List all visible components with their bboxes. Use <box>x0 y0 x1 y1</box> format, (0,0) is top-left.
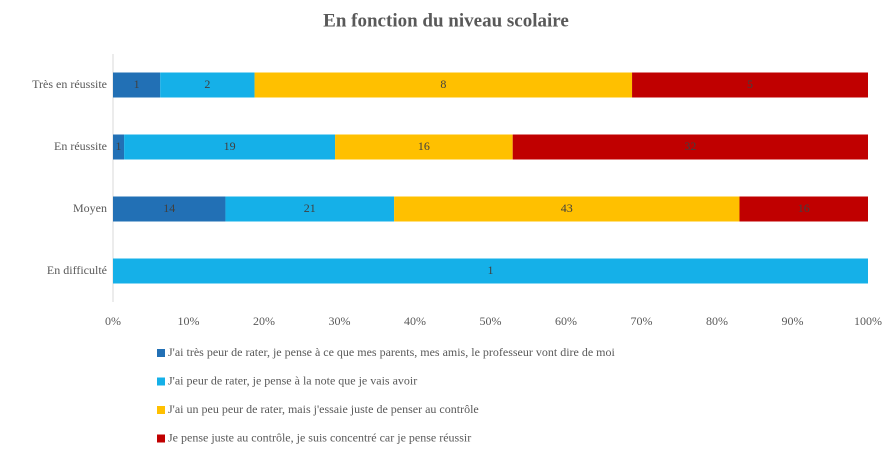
x-tick-label: 60% <box>555 314 577 328</box>
x-tick-label: 10% <box>178 314 200 328</box>
data-label: 1 <box>134 77 140 91</box>
data-label: 8 <box>440 77 446 91</box>
bar-segment <box>113 134 125 160</box>
bar-segment <box>124 134 336 160</box>
bar-segment <box>254 72 633 98</box>
legend-label: Je pense juste au contrôle, je suis conc… <box>168 430 471 444</box>
bar-segment <box>632 72 868 98</box>
x-tick-label: 100% <box>854 314 882 328</box>
x-tick-label: 30% <box>329 314 351 328</box>
x-tick-label: 80% <box>706 314 728 328</box>
y-tick-label: Moyen <box>73 201 107 215</box>
data-label: 43 <box>561 201 573 215</box>
bar-segment <box>225 196 395 222</box>
legend-swatch <box>157 349 165 357</box>
bar-segment <box>512 134 868 160</box>
chart-title: En fonction du niveau scolaire <box>323 10 569 31</box>
x-tick-label: 70% <box>631 314 653 328</box>
data-label: 16 <box>798 201 810 215</box>
bar-segment <box>160 72 255 98</box>
data-label: 14 <box>163 201 175 215</box>
bar-segment <box>113 258 868 284</box>
data-label: 16 <box>418 139 430 153</box>
x-tick-label: 20% <box>253 314 275 328</box>
y-tick-label: Très en réussite <box>32 77 107 91</box>
legend-swatch <box>157 434 165 443</box>
legend-label: J'ai peur de rater, je pense à la note q… <box>168 373 417 387</box>
data-label: 5 <box>747 77 753 91</box>
data-label: 21 <box>304 201 316 215</box>
legend-swatch <box>157 406 165 414</box>
data-label: 32 <box>684 139 696 153</box>
x-tick-label: 50% <box>480 314 502 328</box>
legend-label: J'ai un peu peur de rater, mais j'essaie… <box>168 402 479 416</box>
x-tick-label: 40% <box>404 314 426 328</box>
bar-segment <box>394 196 740 222</box>
data-label: 2 <box>204 77 210 91</box>
data-label: 19 <box>224 139 236 153</box>
legend-swatch <box>157 377 165 386</box>
bar-segment <box>335 134 513 160</box>
bar-segment <box>113 196 226 222</box>
legend-label: J'ai très peur de rater, je pense à ce q… <box>168 345 616 359</box>
data-label: 1 <box>116 139 122 153</box>
bar-segment <box>113 72 161 98</box>
x-tick-label: 0% <box>105 314 121 328</box>
x-tick-label: 90% <box>782 314 804 328</box>
y-tick-label: En difficulté <box>47 263 107 277</box>
y-tick-label: En réussite <box>54 139 107 153</box>
bar-segment <box>739 196 868 222</box>
data-label: 1 <box>488 263 494 277</box>
